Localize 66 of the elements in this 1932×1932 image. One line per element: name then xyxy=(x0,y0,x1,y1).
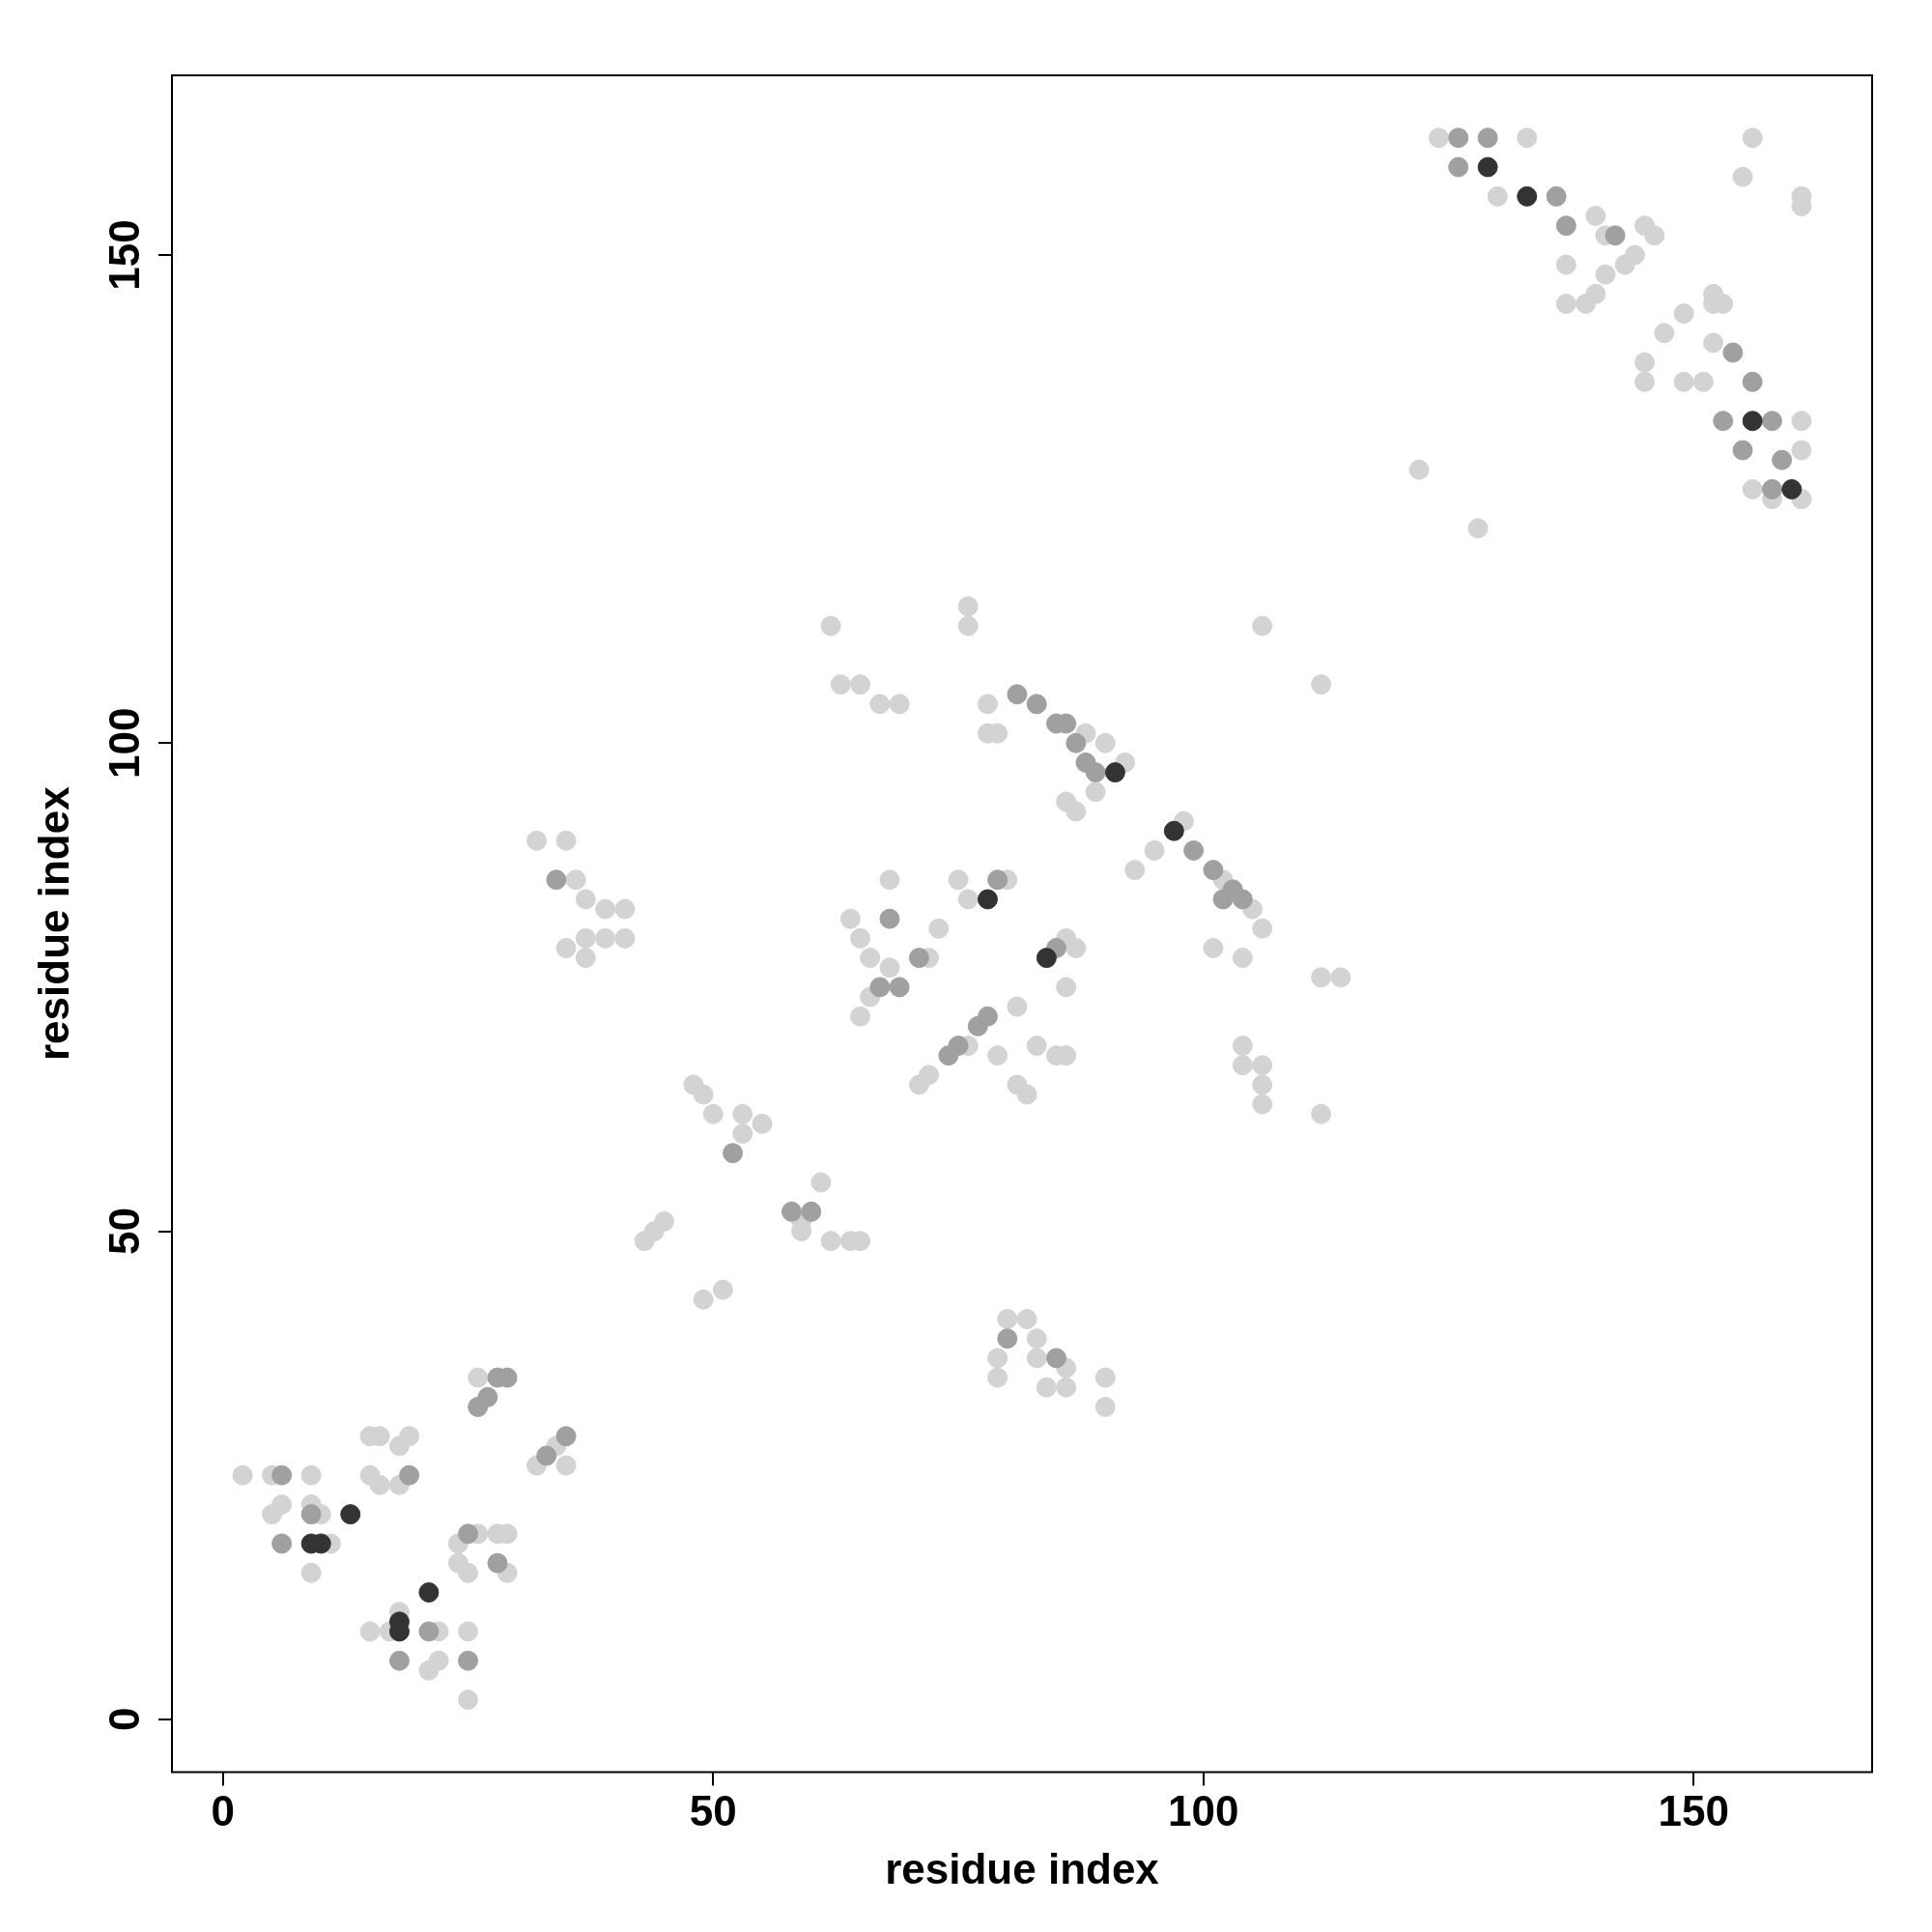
x-axis-title: residue index xyxy=(885,1844,1160,1892)
point xyxy=(1183,839,1205,861)
point xyxy=(723,1143,744,1164)
point xyxy=(546,869,567,891)
point xyxy=(869,977,891,998)
point xyxy=(1212,889,1234,910)
point xyxy=(1203,860,1224,881)
point xyxy=(1046,1348,1067,1369)
x-tick-label: 50 xyxy=(689,1786,737,1834)
point xyxy=(1555,215,1577,237)
point xyxy=(1605,225,1626,246)
point xyxy=(997,1328,1018,1350)
point xyxy=(1477,128,1498,149)
point xyxy=(1448,128,1469,149)
point xyxy=(271,1464,293,1486)
point xyxy=(271,1533,293,1554)
point xyxy=(908,948,929,969)
point xyxy=(555,1426,577,1447)
point xyxy=(879,908,900,929)
point xyxy=(1742,371,1763,392)
y-axis-title: residue index xyxy=(29,785,77,1062)
x-tick-label: 100 xyxy=(1168,1786,1239,1834)
point xyxy=(418,1581,440,1603)
point xyxy=(1772,449,1793,470)
point xyxy=(801,1201,822,1222)
point xyxy=(300,1504,322,1525)
point xyxy=(948,1036,969,1057)
point xyxy=(977,889,998,910)
x-tick-label: 0 xyxy=(211,1786,236,1834)
point xyxy=(340,1504,361,1525)
point xyxy=(468,1396,489,1417)
point xyxy=(487,1552,508,1574)
point xyxy=(1104,762,1125,783)
point xyxy=(1781,478,1803,499)
point xyxy=(388,1650,410,1671)
point xyxy=(1036,948,1057,969)
y-tick-label: 50 xyxy=(100,1208,149,1256)
point xyxy=(1163,820,1184,841)
point xyxy=(536,1445,557,1466)
point xyxy=(1761,411,1782,432)
y-tick-label: 100 xyxy=(100,707,149,779)
point xyxy=(418,1621,440,1642)
point xyxy=(1713,411,1734,432)
point xyxy=(781,1201,802,1222)
point xyxy=(1732,440,1753,461)
point xyxy=(1065,732,1087,753)
point xyxy=(458,1523,479,1545)
y-tick-label: 150 xyxy=(100,219,149,291)
point xyxy=(1007,684,1028,705)
point xyxy=(977,1006,998,1027)
point xyxy=(399,1464,420,1486)
point xyxy=(987,869,1009,891)
x-tick-label: 150 xyxy=(1658,1786,1729,1834)
point xyxy=(458,1650,479,1671)
point xyxy=(1232,889,1253,910)
point xyxy=(1761,478,1782,499)
point xyxy=(1477,156,1498,178)
point xyxy=(1085,762,1106,783)
point xyxy=(1026,694,1047,715)
point xyxy=(1448,156,1469,178)
point xyxy=(1517,185,1538,207)
y-tick-label: 0 xyxy=(100,1707,149,1732)
point xyxy=(1722,342,1744,363)
point xyxy=(1742,411,1763,432)
point xyxy=(889,977,910,998)
point xyxy=(1546,185,1567,207)
